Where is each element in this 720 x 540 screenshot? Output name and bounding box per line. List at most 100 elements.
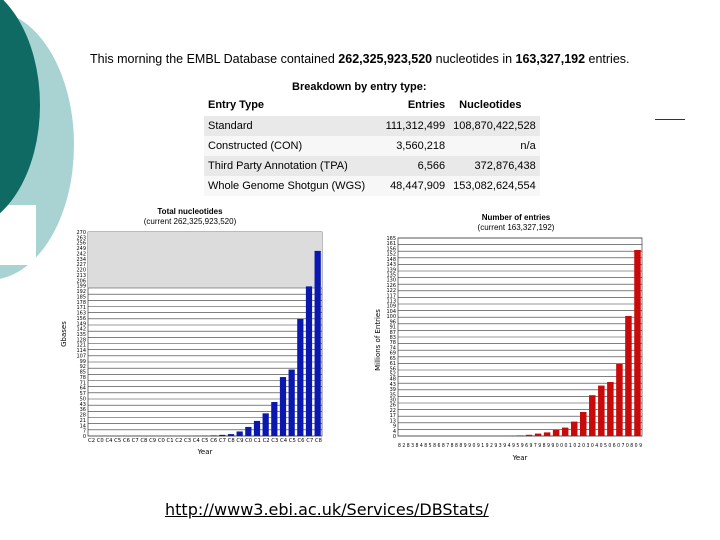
x-tick-labels: C2 C0 C4 C5 C6 C7 C8 C9 C0 C1 C2 C3 C4 C… xyxy=(88,438,322,444)
nucleotide-total: 262,325,923,520 xyxy=(338,52,433,66)
entry-type: Third Party Annotation (TPA) xyxy=(204,156,370,176)
bar xyxy=(534,433,542,436)
table-row: Third Party Annotation (TPA) 6,566 372,8… xyxy=(204,156,540,176)
y-tick-label: 270 xyxy=(76,230,86,236)
y-tick-label: 234 xyxy=(76,257,86,263)
y-tick-label: 161 xyxy=(386,241,396,247)
bar xyxy=(227,434,235,436)
dbstats-link[interactable]: http://www3.ebi.ac.uk/Services/DBStats/ xyxy=(165,500,489,519)
y-tick-label: 178 xyxy=(76,300,86,306)
bar xyxy=(607,382,614,436)
y-tick-label: 83 xyxy=(390,335,396,341)
x-axis-label: Year xyxy=(512,454,528,462)
bar xyxy=(625,316,632,436)
bar xyxy=(288,369,295,436)
y-tick-label: 227 xyxy=(76,262,86,268)
bar xyxy=(245,426,252,436)
bar xyxy=(253,420,261,436)
y-tick-label: 30 xyxy=(390,398,396,404)
y-tick-label: 91 xyxy=(390,325,396,331)
bar xyxy=(210,435,217,436)
entry-count: 48,447,909 xyxy=(369,176,450,196)
bar xyxy=(634,250,641,436)
bar xyxy=(314,250,321,436)
y-tick-label: 50 xyxy=(80,396,86,402)
table-header-row: Entry Type Entries Nucleotides xyxy=(204,96,540,116)
y-tick-label: 206 xyxy=(76,278,86,284)
table-row: Whole Genome Shotgun (WGS) 48,447,909 15… xyxy=(204,176,540,196)
entry-type-table: Entry Type Entries Nucleotides Standard … xyxy=(204,96,540,196)
bar xyxy=(305,286,313,436)
chart-subtitle: (current 163,327,192) xyxy=(478,223,555,232)
y-tick-label: 43 xyxy=(390,382,396,388)
y-tick-label: 92 xyxy=(80,364,86,370)
y-tick-label: 21 xyxy=(80,418,86,424)
y-tick-label: 242 xyxy=(76,251,86,257)
decorative-circles xyxy=(0,0,110,300)
bar xyxy=(598,385,605,436)
y-tick-label: 36 xyxy=(80,407,86,413)
y-tick-label: 61 xyxy=(390,361,396,367)
entry-type: Whole Genome Shotgun (WGS) xyxy=(204,176,370,196)
y-axis-label: Gbases xyxy=(60,321,68,347)
y-tick-label: 149 xyxy=(76,321,86,327)
y-tick-label: 35 xyxy=(390,392,396,398)
y-tick-label: 64 xyxy=(80,386,86,392)
number-of-entries-chart: Number of entries(current 163,327,192)04… xyxy=(374,213,643,462)
y-tick-label: 148 xyxy=(386,257,396,263)
x-axis-label: Year xyxy=(197,448,213,456)
y-tick-label: 28 xyxy=(80,413,86,419)
y-tick-label: 14 xyxy=(80,423,86,429)
y-tick-label: 122 xyxy=(386,288,396,294)
entry-count: 111,312,499 xyxy=(369,116,450,136)
y-tick-label: 43 xyxy=(80,402,86,408)
bar xyxy=(580,412,587,436)
y-tick-label: 22 xyxy=(390,408,396,414)
y-tick-label: 152 xyxy=(386,252,396,258)
bar xyxy=(219,434,226,436)
y-tick-label: 114 xyxy=(76,348,86,354)
bar xyxy=(616,364,623,436)
entry-count: 3,560,218 xyxy=(369,136,450,156)
plot-band xyxy=(88,232,322,288)
y-tick-label: 249 xyxy=(76,246,86,252)
y-tick-label: 74 xyxy=(390,345,396,351)
y-tick-label: 199 xyxy=(76,284,86,290)
y-tick-label: 128 xyxy=(76,337,86,343)
y-tick-label: 139 xyxy=(386,267,396,273)
y-tick-label: 220 xyxy=(76,268,86,274)
bar xyxy=(236,431,243,436)
white-notch xyxy=(0,205,36,265)
y-tick-label: 57 xyxy=(80,391,86,397)
nucleotide-count: 372,876,438 xyxy=(449,156,540,176)
chart-title: Number of entries xyxy=(482,213,551,222)
y-tick-label: 56 xyxy=(390,366,396,372)
y-tick-label: 156 xyxy=(386,246,396,252)
y-tick-label: 156 xyxy=(76,316,86,322)
y-tick-label: 71 xyxy=(80,380,86,386)
entry-type: Constructed (CON) xyxy=(204,136,370,156)
bar xyxy=(271,402,278,436)
nucleotide-count: n/a xyxy=(449,136,540,156)
y-tick-label: 17 xyxy=(390,413,396,419)
y-tick-label: 121 xyxy=(76,343,86,349)
y-tick-label: 7 xyxy=(83,429,86,435)
y-tick-label: 39 xyxy=(390,387,396,393)
y-tick-label: 0 xyxy=(83,434,86,440)
entry-count: 6,566 xyxy=(369,156,450,176)
bar xyxy=(279,377,287,436)
x-tick-labels: 8 2 8 3 8 4 8 5 8 6 8 7 8 8 8 9 9 0 9 1 … xyxy=(398,443,642,449)
y-tick-label: 52 xyxy=(390,371,396,377)
y-tick-label: 130 xyxy=(386,278,396,284)
database-summary: This morning the EMBL Database contained… xyxy=(90,52,630,66)
y-tick-label: 4 xyxy=(393,429,396,435)
bar xyxy=(552,430,560,436)
y-tick-label: 104 xyxy=(386,309,396,315)
y-tick-label: 165 xyxy=(386,236,396,242)
bar xyxy=(262,413,269,436)
decorative-rule xyxy=(655,119,685,120)
bar xyxy=(525,434,533,436)
column-header-entry-type: Entry Type xyxy=(208,98,265,111)
y-tick-label: 13 xyxy=(390,418,396,424)
y-tick-label: 9 xyxy=(393,424,396,430)
